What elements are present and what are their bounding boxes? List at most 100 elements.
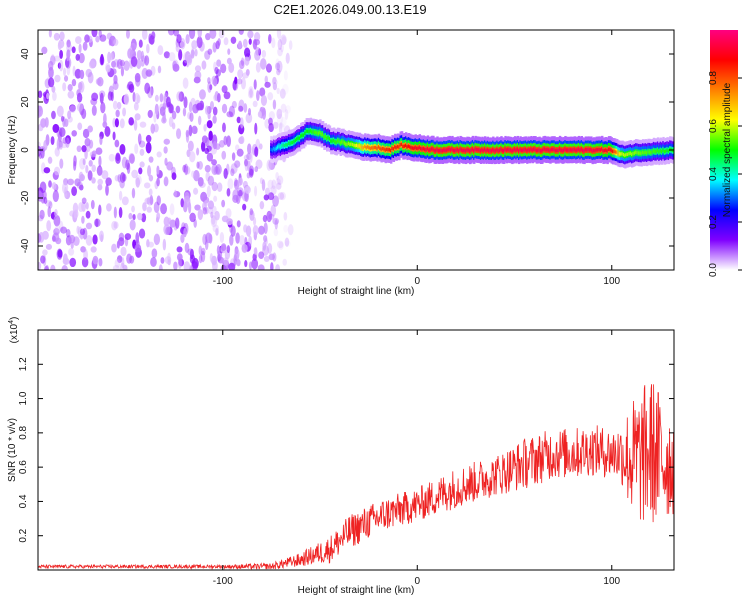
ridge-cell [388, 148, 392, 152]
noise-cell [146, 206, 152, 213]
noise-cell [212, 141, 217, 150]
noise-cell [238, 30, 244, 35]
noise-cell [168, 52, 176, 62]
noise-cell [185, 34, 190, 45]
ridge-cell [336, 139, 340, 143]
ridge-cell [565, 148, 569, 152]
x-tick-label: -100 [213, 276, 233, 287]
noise-cell [65, 56, 72, 69]
noise-cell [220, 243, 227, 251]
noise-cell [105, 184, 109, 196]
noise-cell [59, 220, 64, 232]
noise-cell [78, 184, 84, 191]
noise-cell [173, 30, 180, 37]
ridge-cell [643, 151, 646, 155]
noise-cell [156, 195, 161, 206]
noise-cell [253, 247, 258, 255]
noise-cell [271, 179, 277, 190]
noise-cell [198, 254, 203, 264]
ridge-cell [328, 137, 332, 141]
noise-cell [87, 125, 93, 133]
noise-cell [114, 174, 120, 182]
noise-cell [123, 93, 130, 105]
noise-cell [201, 60, 207, 70]
noise-cell [271, 37, 276, 49]
noise-cell [279, 88, 286, 99]
noise-cell [221, 199, 226, 208]
noise-cell [133, 119, 138, 131]
ridge-cell [330, 139, 333, 143]
noise-cell [132, 214, 136, 221]
noise-cell [99, 34, 107, 42]
noise-cell [223, 37, 229, 46]
noise-cell [276, 60, 283, 73]
noise-cell [283, 211, 288, 221]
noise-cell [42, 230, 49, 240]
noise-cell [148, 174, 154, 182]
noise-cell [53, 214, 61, 227]
ridge-cell [581, 148, 585, 153]
noise-cell [194, 48, 198, 57]
ridge-cell [626, 152, 630, 156]
noise-cell [168, 116, 174, 128]
noise-cell [123, 60, 130, 71]
ridge-cell [603, 148, 607, 153]
ridge-cell [599, 148, 603, 152]
ridge-cell [622, 152, 626, 157]
noise-cell [226, 245, 231, 254]
noise-cell [79, 157, 86, 170]
ridge-cell [667, 149, 671, 153]
ridge-cell [270, 147, 273, 151]
ridge-cell [479, 149, 483, 153]
noise-cell [81, 257, 89, 268]
noise-cell [160, 203, 168, 215]
noise-cell [97, 76, 104, 87]
noise-cell [244, 56, 250, 66]
ridge-cell [342, 140, 345, 144]
noise-cell [80, 246, 86, 253]
noise-cell [129, 219, 136, 231]
noise-cell [51, 182, 57, 190]
noise-cell [96, 165, 103, 176]
noise-cell [247, 30, 254, 39]
noise-cell [226, 218, 233, 226]
colorbar-gradient [710, 30, 738, 270]
noise-cell [118, 206, 123, 219]
noise-cell [283, 70, 288, 81]
ridge-cell [660, 149, 664, 154]
noise-cell [264, 75, 268, 84]
ridge-cell [663, 149, 667, 154]
noise-cell [163, 146, 168, 154]
noise-cell [272, 99, 277, 110]
noise-cell [50, 264, 56, 270]
noise-cell [53, 55, 61, 62]
ridge-cell [658, 150, 661, 154]
noise-cell [270, 204, 277, 217]
noise-cell [116, 58, 123, 70]
ridge-cell [394, 145, 397, 149]
ridge-cell [283, 143, 287, 148]
noise-cell [267, 92, 274, 101]
ridge-cell [630, 152, 634, 156]
noise-cell [183, 163, 189, 176]
noise-cell [270, 262, 274, 270]
ridge-cell [411, 146, 415, 150]
noise-cell [88, 160, 93, 167]
noise-cell [148, 188, 153, 196]
noise-cell [226, 187, 231, 197]
noise-cell [132, 91, 136, 103]
noise-cell [63, 75, 69, 82]
noise-cell [252, 38, 258, 50]
noise-cell [230, 168, 235, 177]
noise-cell [223, 91, 231, 100]
y-tick-label: 0 [20, 147, 31, 153]
noise-cell [98, 204, 102, 216]
ridge-cell [398, 145, 401, 149]
ridge-cell [587, 147, 590, 152]
ridge-cell [534, 147, 537, 151]
ridge-cell [526, 148, 529, 153]
noise-cell [200, 247, 206, 256]
noise-cell [186, 54, 192, 64]
noise-cell [112, 131, 116, 141]
noise-cell [98, 155, 102, 167]
